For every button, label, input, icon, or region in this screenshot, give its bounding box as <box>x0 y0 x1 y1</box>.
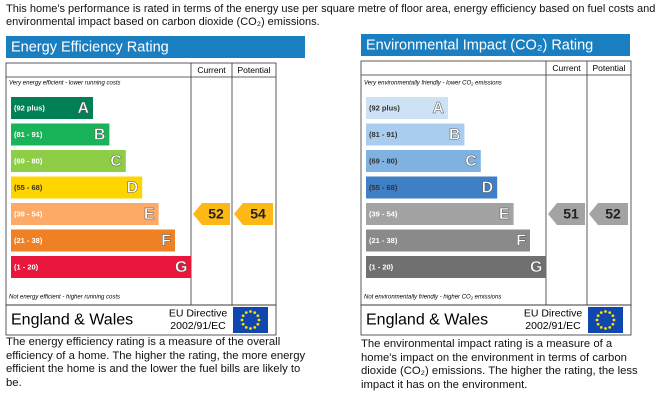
header-potential: Potential <box>592 63 625 73</box>
eu-star <box>253 311 257 315</box>
rating-arrow <box>234 203 273 225</box>
band-range: (55 - 68) <box>14 183 43 192</box>
band-bar <box>11 150 126 172</box>
bottom-note: Not environmentally friendly - higher CO… <box>364 295 501 301</box>
band-range: (69 - 80) <box>369 156 398 165</box>
top-note: Very environmentally friendly - lower CO… <box>364 81 502 87</box>
band-letter: E <box>499 206 510 223</box>
band-letter: E <box>144 206 155 223</box>
eu-star <box>256 314 260 318</box>
rating-arrow <box>589 203 628 225</box>
band-letter: F <box>516 233 526 250</box>
footer-box <box>5 304 277 336</box>
bottom-note: Not energy efficient - higher running co… <box>9 295 120 301</box>
band-letter: C <box>110 153 122 170</box>
band-letter: A <box>77 100 89 117</box>
header-current: Current <box>197 65 226 75</box>
region: England & Wales <box>366 312 488 329</box>
band-range: (21 - 38) <box>14 236 43 245</box>
band-bar <box>11 97 93 119</box>
band-range: (92 plus) <box>14 103 45 112</box>
band-letter: G <box>530 259 542 276</box>
band-letter: A <box>432 100 444 117</box>
eu-star <box>612 318 616 322</box>
header-current: Current <box>552 63 581 73</box>
band-bar <box>366 176 498 199</box>
band-bar <box>11 123 110 146</box>
band-bar <box>366 150 481 172</box>
eu-star <box>253 325 257 329</box>
rating-value: 51 <box>563 206 579 222</box>
eu-star <box>241 314 245 318</box>
band-letter: C <box>465 153 477 170</box>
band-range: (69 - 80) <box>14 156 43 165</box>
eu-star <box>257 318 261 322</box>
band-bar <box>11 203 159 225</box>
band-letter: B <box>449 127 461 144</box>
band-range: (81 - 91) <box>369 130 398 139</box>
rating-value: 52 <box>208 206 224 222</box>
band-range: (81 - 91) <box>14 130 43 139</box>
eu-star <box>608 311 612 315</box>
band-bar <box>366 97 448 119</box>
eu-star <box>604 327 607 330</box>
eu-star <box>608 325 612 329</box>
band-bar <box>11 229 175 252</box>
description: The energy efficiency rating is a measur… <box>6 336 306 389</box>
description: The environmental impact rating is a mea… <box>361 338 638 391</box>
directive-line: EU Directive <box>169 307 228 319</box>
eu-star <box>241 322 245 326</box>
eu-star <box>249 327 252 330</box>
band-bar <box>366 256 547 278</box>
eu-star <box>599 325 603 329</box>
rating-arrow <box>548 203 585 225</box>
top-note: Very energy efficient - lower running co… <box>9 81 121 87</box>
band-letter: F <box>161 233 171 250</box>
eu-star <box>595 318 599 322</box>
panel-title: Energy Efficiency Rating <box>11 39 169 55</box>
rating-value: 52 <box>605 206 621 222</box>
band-letter: D <box>127 180 139 197</box>
band-bar <box>11 176 143 199</box>
rating-arrow <box>193 203 230 225</box>
band-bar <box>366 229 530 252</box>
directive-line: 2002/91/EC <box>170 320 226 332</box>
footer-box <box>360 304 632 336</box>
eu-star <box>596 322 600 326</box>
eu-star <box>604 310 607 313</box>
band-range: (55 - 68) <box>369 183 398 192</box>
region: England & Wales <box>11 312 133 329</box>
directive-line: 2002/91/EC <box>525 320 581 332</box>
band-bar <box>366 203 514 225</box>
header-potential: Potential <box>237 65 270 75</box>
band-letter: G <box>175 259 187 276</box>
directive-line: EU Directive <box>524 307 583 319</box>
eu-star <box>599 311 603 315</box>
eu-star <box>249 310 252 313</box>
eu-star <box>244 325 248 329</box>
band-range: (21 - 38) <box>369 236 398 245</box>
panel-title: Environmental Impact (CO₂) Rating <box>366 37 593 53</box>
band-range: (1 - 20) <box>369 262 394 271</box>
band-range: (39 - 54) <box>14 209 43 218</box>
band-letter: B <box>94 127 106 144</box>
band-bar <box>11 256 192 278</box>
band-range: (1 - 20) <box>14 262 39 271</box>
band-range: (39 - 54) <box>369 209 398 218</box>
eu-star <box>256 322 260 326</box>
eu-star <box>244 311 248 315</box>
intro-text: This home's performance is rated in term… <box>6 3 656 28</box>
band-range: (92 plus) <box>369 103 400 112</box>
rating-value: 54 <box>250 206 266 222</box>
title-bar <box>361 34 630 56</box>
eu-star <box>240 318 244 322</box>
eu-star <box>596 314 600 318</box>
title-bar <box>6 36 305 58</box>
band-letter: D <box>482 180 494 197</box>
band-bar <box>366 123 465 146</box>
eu-star <box>611 314 615 318</box>
eu-star <box>611 322 615 326</box>
